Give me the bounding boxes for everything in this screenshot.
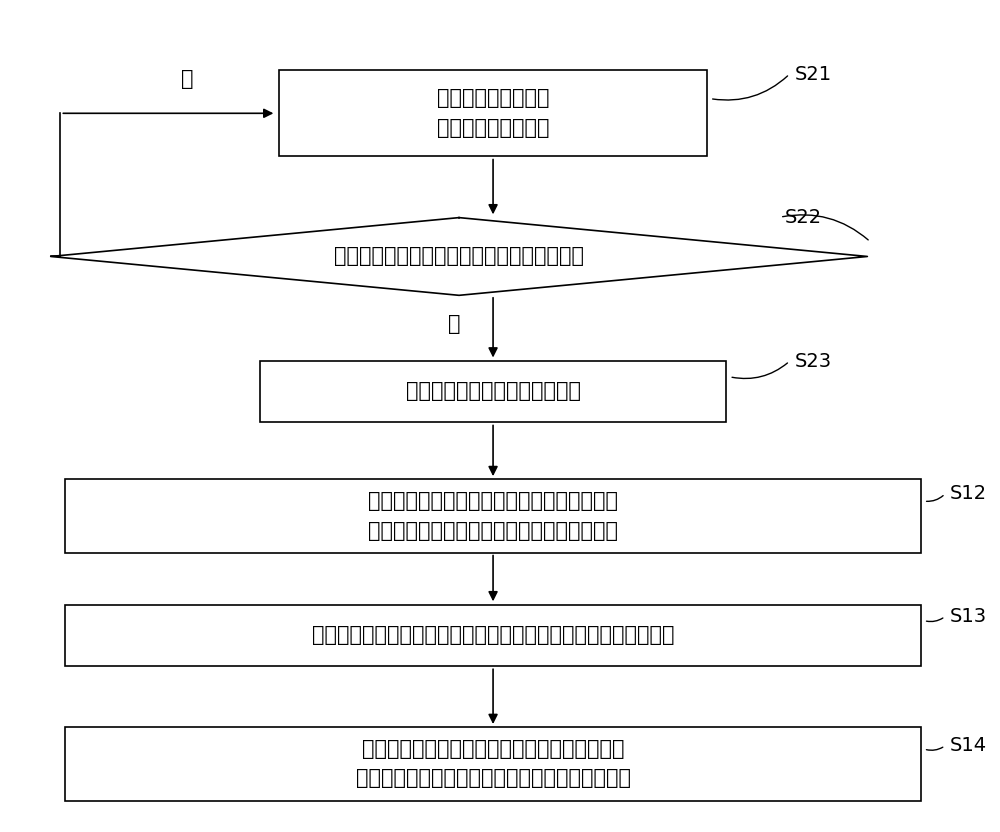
- Bar: [260, 361, 726, 422]
- Text: 是: 是: [448, 314, 460, 334]
- Bar: [279, 71, 707, 156]
- Text: 获取下游路口的检测
区域中车辆停车时间: 获取下游路口的检测 区域中车辆停车时间: [437, 88, 549, 138]
- Text: 根据绿灯剩余时间对当前放行相位的交通流进行防溢出自适应控制: 根据绿灯剩余时间对当前放行相位的交通流进行防溢出自适应控制: [312, 626, 674, 646]
- Text: S22: S22: [785, 208, 822, 226]
- Text: S14: S14: [950, 736, 987, 755]
- Text: S23: S23: [794, 352, 832, 371]
- Text: S13: S13: [950, 607, 987, 626]
- Bar: [65, 727, 921, 800]
- Bar: [65, 479, 921, 552]
- Polygon shape: [51, 218, 867, 295]
- Text: S12: S12: [950, 484, 987, 503]
- Text: 基于排队溢出情况对下一相位和后续目标相位的
相序进行调整，以对交通流进行防溢出自适应控制: 基于排队溢出情况对下一相位和后续目标相位的 相序进行调整，以对交通流进行防溢出自…: [356, 739, 631, 789]
- Text: 判断车辆停车时间是否达到第一预设时间阈值: 判断车辆停车时间是否达到第一预设时间阈值: [334, 246, 584, 266]
- Bar: [65, 605, 921, 666]
- Text: 否: 否: [181, 69, 193, 89]
- Text: S21: S21: [794, 65, 832, 83]
- Text: 判断下游路口发生排队溢出现象: 判断下游路口发生排队溢出现象: [406, 381, 581, 402]
- Text: 检测当前放行相位的绿灯剩余时间，并检测与
当前放行相位相邻的下一相位的排队溢出情况: 检测当前放行相位的绿灯剩余时间，并检测与 当前放行相位相邻的下一相位的排队溢出情…: [368, 491, 618, 541]
